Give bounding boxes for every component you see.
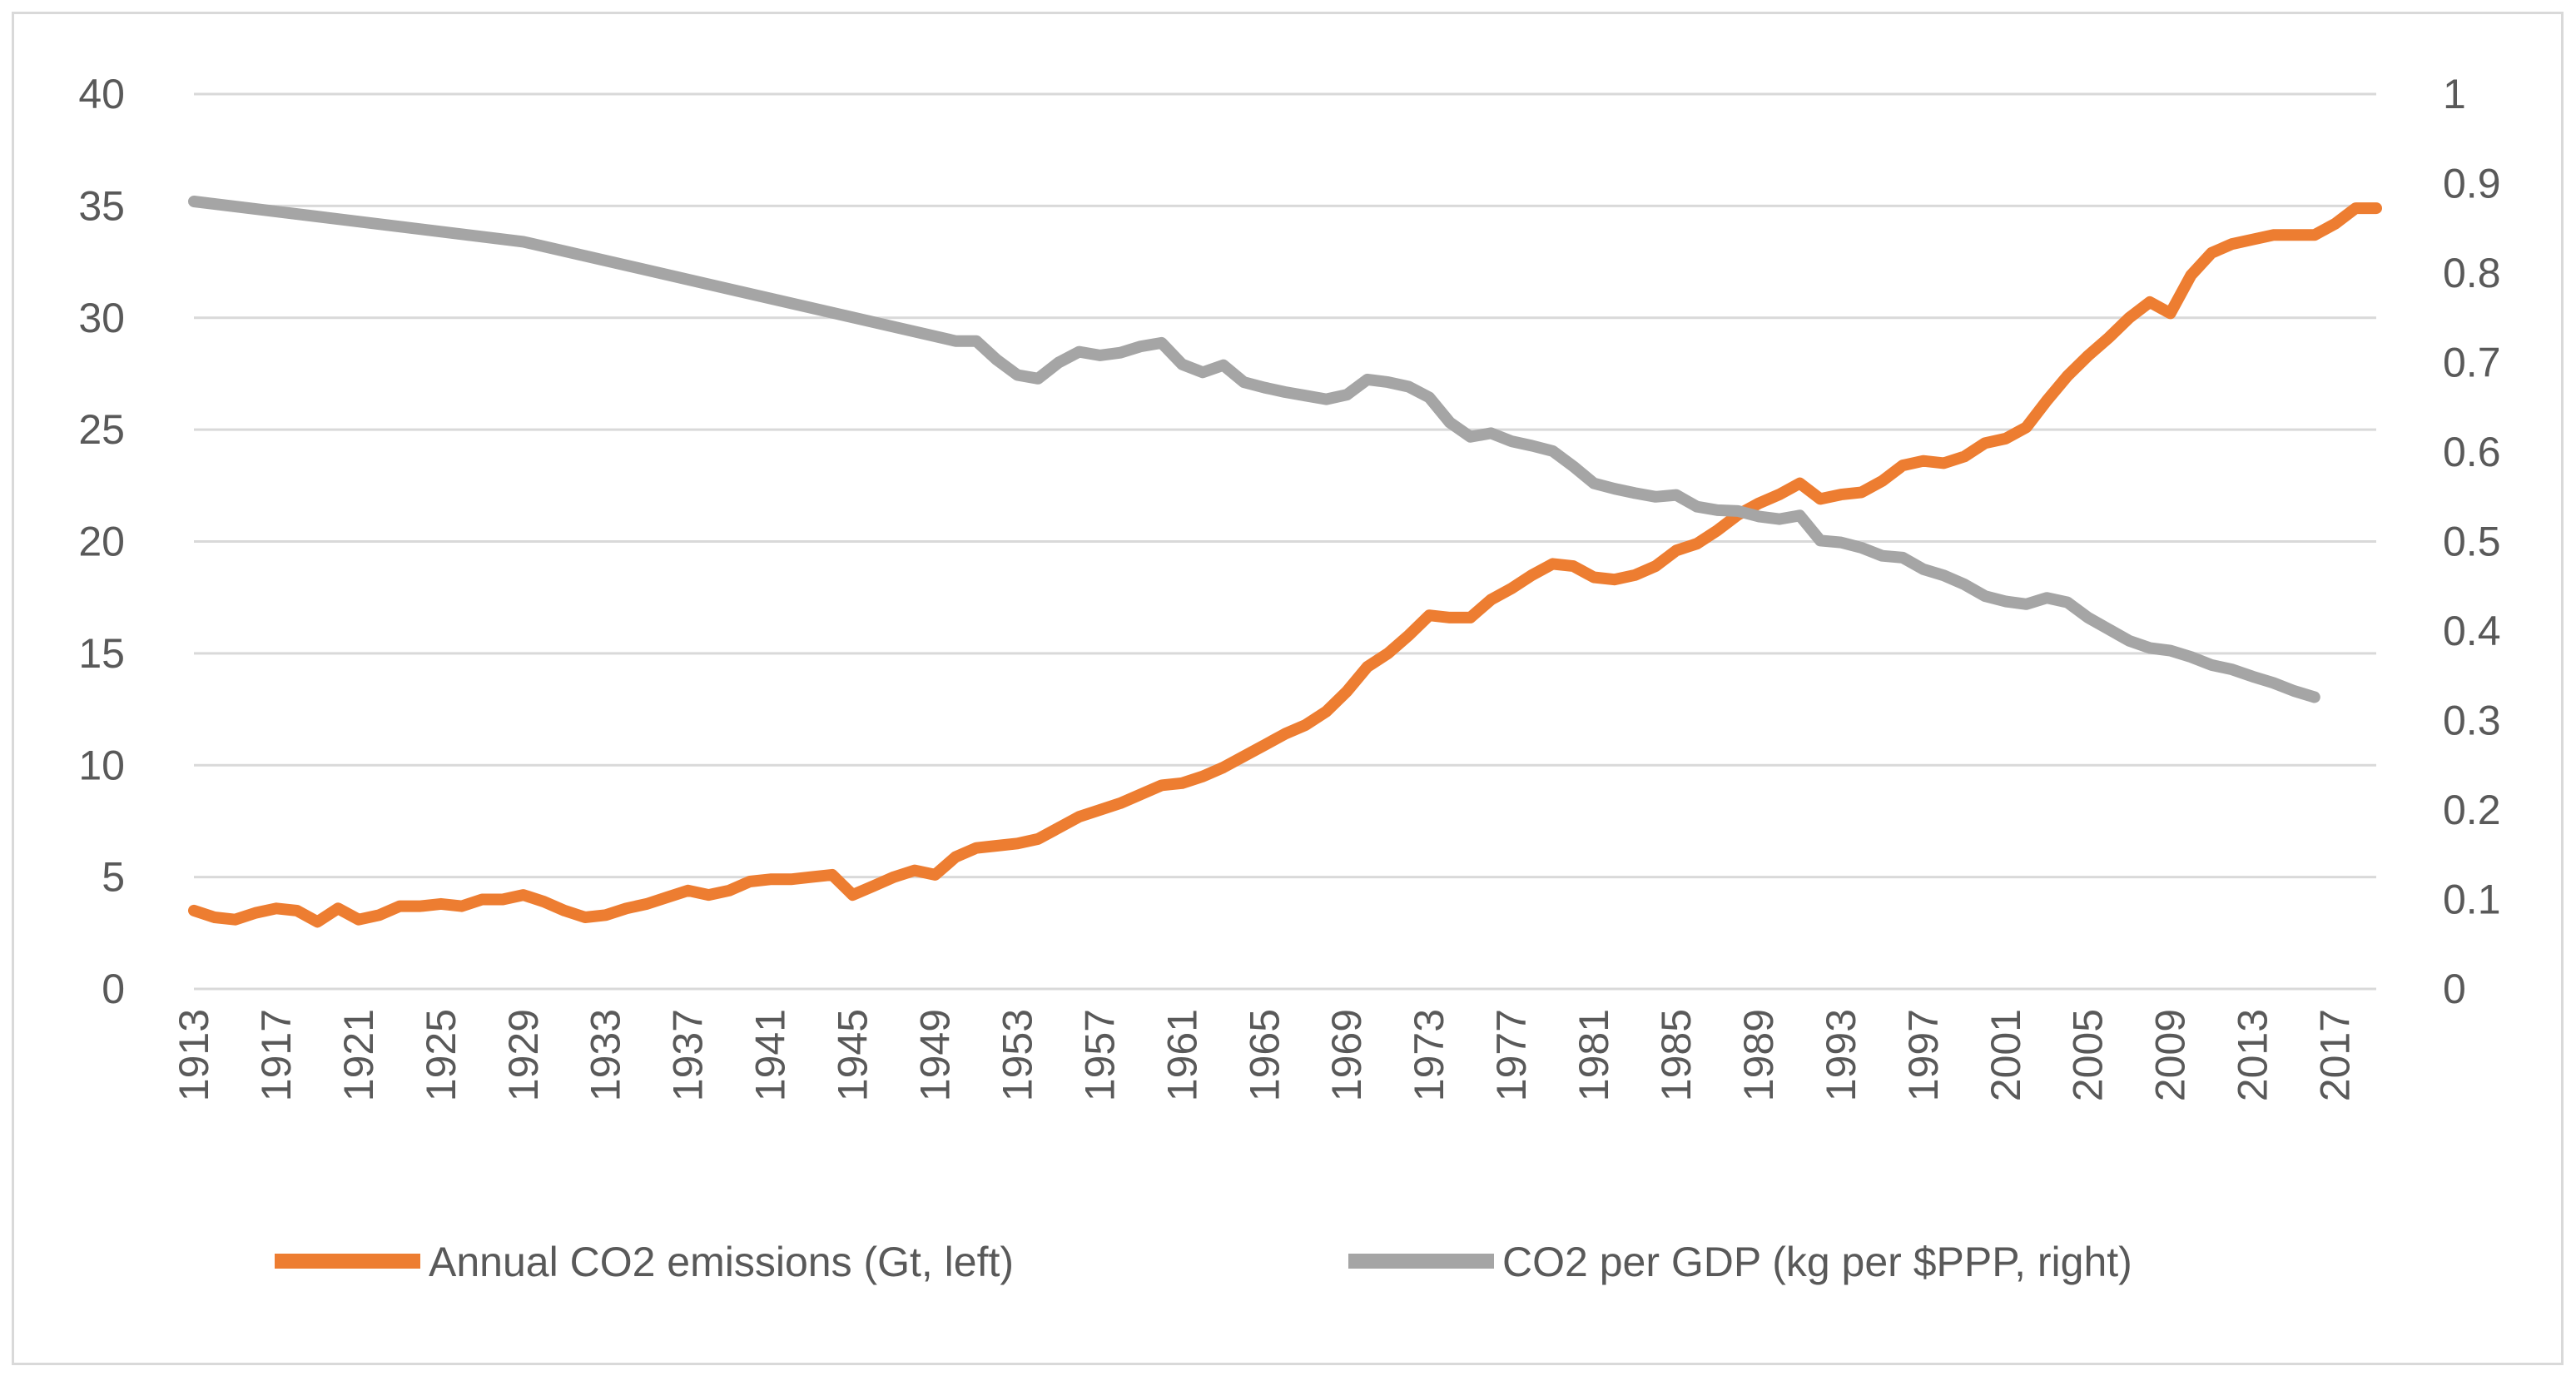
- left-tick-label: 15: [78, 630, 125, 677]
- left-axis-ticks: 0 5 10 15 20 25 30 35 40: [78, 71, 125, 1012]
- x-tick-label: 2013: [2230, 1009, 2276, 1101]
- x-tick-label: 1945: [830, 1009, 876, 1101]
- chart-frame: [12, 12, 2564, 1365]
- x-tick-label: 1913: [171, 1009, 217, 1101]
- x-tick-label: 1981: [1571, 1009, 1617, 1101]
- right-tick-label: 1: [2443, 71, 2466, 117]
- x-tick-label: 1969: [1323, 1009, 1370, 1101]
- right-tick-label: 0.6: [2443, 429, 2501, 475]
- series-line-intensity: [188, 196, 2320, 703]
- left-tick-label: 20: [78, 519, 125, 565]
- right-tick-label: 0.5: [2443, 519, 2501, 565]
- left-tick-label: 25: [78, 406, 125, 453]
- right-axis-ticks: 0 0.1 0.2 0.3 0.4 0.5 0.6 0.7 0.8 0.9 1: [2443, 71, 2501, 1012]
- left-tick-label: 30: [78, 295, 125, 341]
- x-tick-label: 1973: [1406, 1009, 1452, 1101]
- x-tick-label: 2005: [2065, 1009, 2112, 1101]
- series: [188, 196, 2382, 928]
- left-tick-label: 5: [102, 854, 125, 901]
- x-tick-label: 1925: [418, 1009, 464, 1101]
- x-axis-ticks: 1913 1917 1921 1925 1929 1933 1937 1941 1945 1949…: [171, 1009, 2359, 1101]
- x-tick-label: 1929: [500, 1009, 547, 1101]
- x-tick-label: 1937: [665, 1009, 712, 1101]
- x-tick-label: 1949: [911, 1009, 958, 1101]
- x-tick-label: 1997: [1900, 1009, 1947, 1101]
- legend-label-intensity: CO2 per GDP (kg per $PPP, right): [1502, 1239, 2132, 1285]
- x-tick-label: 1921: [335, 1009, 382, 1101]
- gridlines: [194, 92, 2376, 991]
- left-tick-label: 0: [102, 966, 125, 1012]
- right-tick-label: 0.7: [2443, 340, 2501, 386]
- x-tick-label: 1957: [1076, 1009, 1123, 1101]
- x-tick-label: 1977: [1488, 1009, 1535, 1101]
- left-tick-label: 40: [78, 71, 125, 117]
- left-tick-label: 35: [78, 182, 125, 229]
- legend: Annual CO2 emissions (Gt, left) CO2 per …: [275, 1239, 2132, 1285]
- x-tick-label: 1961: [1159, 1009, 1205, 1101]
- x-tick-label: 1989: [1735, 1009, 1782, 1101]
- x-tick-label: 1933: [583, 1009, 629, 1101]
- right-tick-label: 0: [2443, 966, 2466, 1012]
- legend-label-emissions: Annual CO2 emissions (Gt, left): [429, 1239, 1014, 1285]
- right-tick-label: 0.2: [2443, 787, 2501, 833]
- x-tick-label: 2009: [2147, 1009, 2194, 1101]
- x-tick-label: 1985: [1653, 1009, 1700, 1101]
- right-tick-label: 0.4: [2443, 608, 2501, 654]
- right-tick-label: 0.3: [2443, 698, 2501, 744]
- right-tick-label: 0.8: [2443, 250, 2501, 296]
- left-tick-label: 10: [78, 742, 125, 788]
- x-tick-label: 1941: [747, 1009, 794, 1101]
- x-tick-label: 1953: [994, 1009, 1040, 1101]
- series-line-emissions: [188, 202, 2382, 928]
- x-tick-label: 1993: [1818, 1009, 1864, 1101]
- x-tick-label: 1917: [253, 1009, 300, 1101]
- right-tick-label: 0.1: [2443, 877, 2501, 923]
- x-tick-label: 2001: [1983, 1009, 2029, 1101]
- right-tick-label: 0.9: [2443, 161, 2501, 207]
- x-tick-label: 2017: [2312, 1009, 2359, 1101]
- x-tick-label: 1965: [1241, 1009, 1288, 1101]
